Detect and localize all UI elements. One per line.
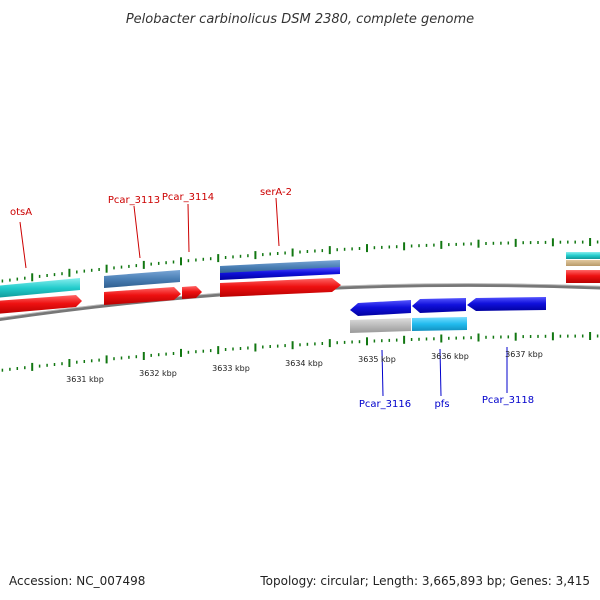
gene-label-sera-2[interactable]: serA-2 (260, 187, 292, 198)
leader-pcar-3116 (381, 349, 384, 397)
scale-label-3632: 3632 kbp (139, 369, 177, 378)
cds-sera-2 (220, 278, 341, 297)
leader-otsA (19, 221, 27, 269)
cog-bar-pcar-3116 (350, 318, 411, 333)
cog-bar-right-edge (566, 252, 600, 259)
leader-pcar-3114 (187, 203, 190, 253)
gene-label-pcar-3118[interactable]: Pcar_3118 (482, 395, 534, 406)
cog-bar-pcar-3113 (104, 270, 180, 288)
leader-pfs (439, 348, 442, 397)
gene-label-pcar-3114[interactable]: Pcar_3114 (162, 192, 214, 203)
scale-label-3631: 3631 kbp (66, 375, 104, 384)
scale-label-3637: 3637 kbp (505, 350, 543, 359)
scale-label-3636: 3636 kbp (431, 352, 469, 361)
cog-bar-sera-2 (220, 260, 340, 274)
cds-pcar-3113 (104, 287, 181, 305)
gene-label-otsA[interactable]: otsA (10, 207, 32, 218)
leader-sera-2 (275, 197, 280, 247)
upper-tick-track (1, 238, 599, 283)
scale-label-3634: 3634 kbp (285, 359, 323, 368)
cds-otsA (0, 295, 82, 314)
accession-text: Accession: NC_007498 (9, 574, 145, 588)
leader-pcar-3113 (133, 205, 141, 259)
topology-summary: Topology: circular; Length: 3,665,893 bp… (259, 574, 590, 588)
scale-label-3633: 3633 kbp (212, 364, 250, 373)
blue-strip-sera-2 (220, 267, 340, 280)
gene-label-pcar-3116[interactable]: Pcar_3116 (359, 399, 411, 410)
map-title: Pelobacter carbinolicus DSM 2380, comple… (126, 12, 474, 27)
lower-tick-track (1, 332, 599, 372)
cds-pcar-3116 (350, 300, 411, 316)
cds-right-edge (566, 270, 600, 283)
cog-bar-pfs (412, 317, 467, 331)
scale-label-3635: 3635 kbp (358, 355, 396, 364)
cds-pfs (412, 298, 466, 313)
cog-bar-right-edge-tan (566, 260, 600, 266)
cog-bar-otsA (0, 278, 80, 298)
cds-pcar-3118 (467, 297, 546, 311)
cds-pcar-3114 (182, 286, 202, 299)
gene-label-pcar-3113[interactable]: Pcar_3113 (108, 195, 160, 206)
gene-label-pfs[interactable]: pfs (434, 399, 449, 410)
